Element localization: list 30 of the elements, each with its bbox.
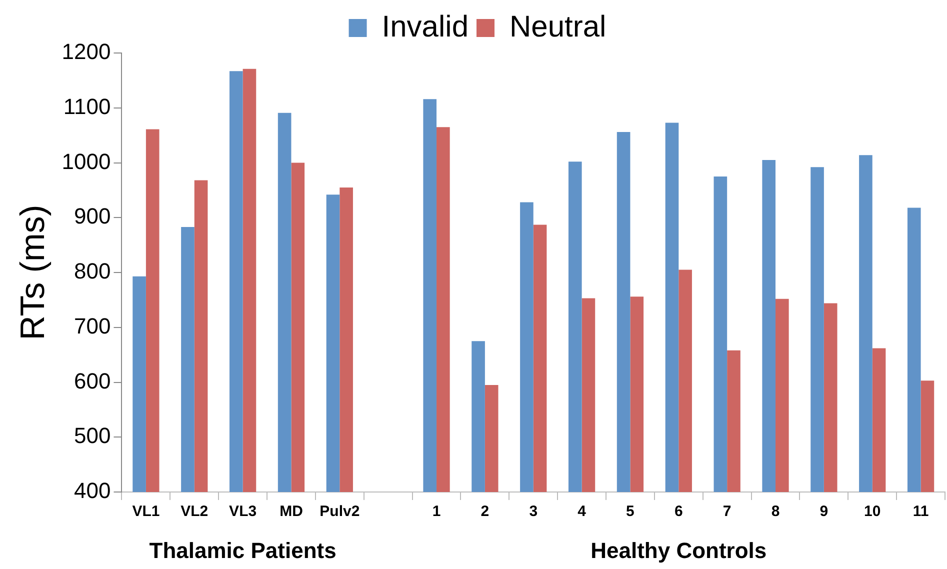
y-tick-label: 1000 [62,148,111,174]
x-tick-label: 2 [480,503,490,520]
y-axis-title: RTs (ms) [14,204,52,340]
legend-label: Invalid [382,10,469,44]
y-tick-label: 1200 [62,39,111,64]
x-tick-label: 6 [674,503,683,520]
x-tick-label: VL2 [180,503,208,520]
y-tick-label: 400 [74,478,111,504]
x-tick-label: 10 [864,503,881,520]
x-tick-label: 7 [722,503,732,520]
y-tick-label: 500 [74,423,111,448]
x-tick-label: Pulv2 [320,503,360,520]
x-tick-label: 9 [820,503,828,520]
x-tick-label: 5 [626,503,634,520]
x-tick-label: 4 [578,503,587,520]
x-tick-label: VL3 [229,503,257,520]
y-tick-label: 700 [74,313,111,338]
text: Healthy Controls [590,538,767,564]
x-tick-label: 1 [432,503,441,520]
text: Thalamic Patients [149,538,336,564]
y-tick-label: 1100 [63,94,111,119]
y-tick-label: 900 [74,204,111,229]
x-tick-label: VL1 [132,503,160,520]
x-tick-label: 3 [529,503,538,520]
x-tick-label: 11 [912,503,929,520]
x-tick-label: MD [280,503,304,520]
y-tick-label: 600 [74,368,111,394]
y-tick-label: 800 [74,258,111,284]
legend-label: Neutral [510,10,606,44]
x-tick-label: 8 [771,503,780,520]
